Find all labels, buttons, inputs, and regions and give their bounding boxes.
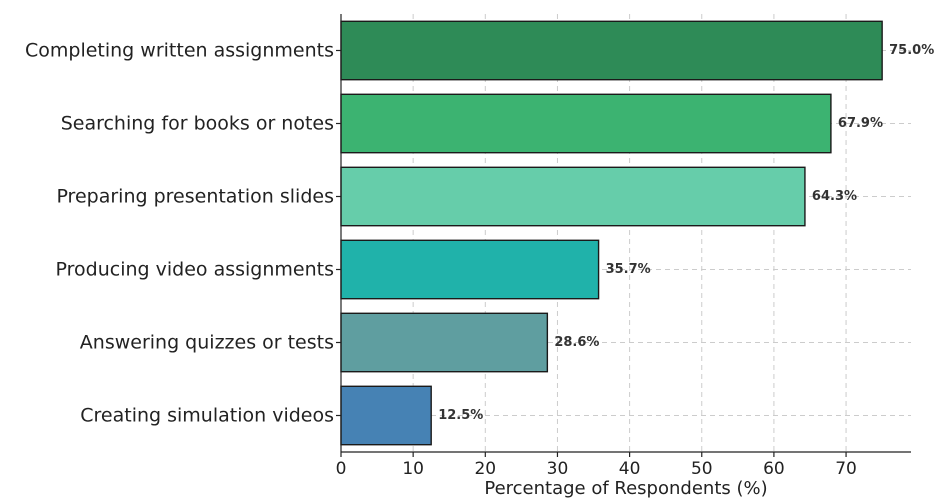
- x-tick-label: 60: [763, 459, 785, 479]
- x-tick-label: 10: [402, 459, 424, 479]
- category-label: Answering quizzes or tests: [80, 332, 334, 354]
- bar: [340, 239, 600, 300]
- value-label: 64.3%: [812, 189, 857, 204]
- bar: [340, 312, 549, 373]
- category-label: Preparing presentation slides: [56, 186, 334, 208]
- category-label: Creating simulation videos: [80, 405, 334, 427]
- value-labels: 75.0% 67.9% 64.3% 35.7% 28.6% 12.5%: [438, 43, 934, 423]
- bar: [340, 385, 432, 446]
- category-label: Producing video assignments: [56, 259, 334, 281]
- x-tick-labels: 0 10 20 30 40 50 60 70: [336, 452, 857, 479]
- bar: [340, 20, 883, 81]
- x-tick-label: 70: [835, 459, 857, 479]
- category-label: Completing written assignments: [25, 40, 334, 62]
- x-tick-label: 30: [547, 459, 569, 479]
- value-label: 28.6%: [554, 335, 599, 350]
- category-label: Searching for books or notes: [61, 113, 334, 135]
- bar: [340, 166, 806, 227]
- x-tick-label: 50: [691, 459, 713, 479]
- bar: [340, 93, 832, 154]
- value-label: 75.0%: [889, 43, 934, 58]
- x-tick-label: 20: [474, 459, 496, 479]
- category-labels: Completing written assignments Searching …: [25, 40, 341, 427]
- value-label: 35.7%: [606, 262, 651, 277]
- value-label: 67.9%: [838, 116, 883, 131]
- x-axis-label: Percentage of Respondents (%): [484, 478, 767, 499]
- axes: [340, 14, 911, 453]
- x-tick-label: 40: [619, 459, 641, 479]
- x-tick-label: 0: [336, 459, 347, 479]
- bars: [340, 20, 883, 446]
- value-label: 12.5%: [438, 408, 483, 423]
